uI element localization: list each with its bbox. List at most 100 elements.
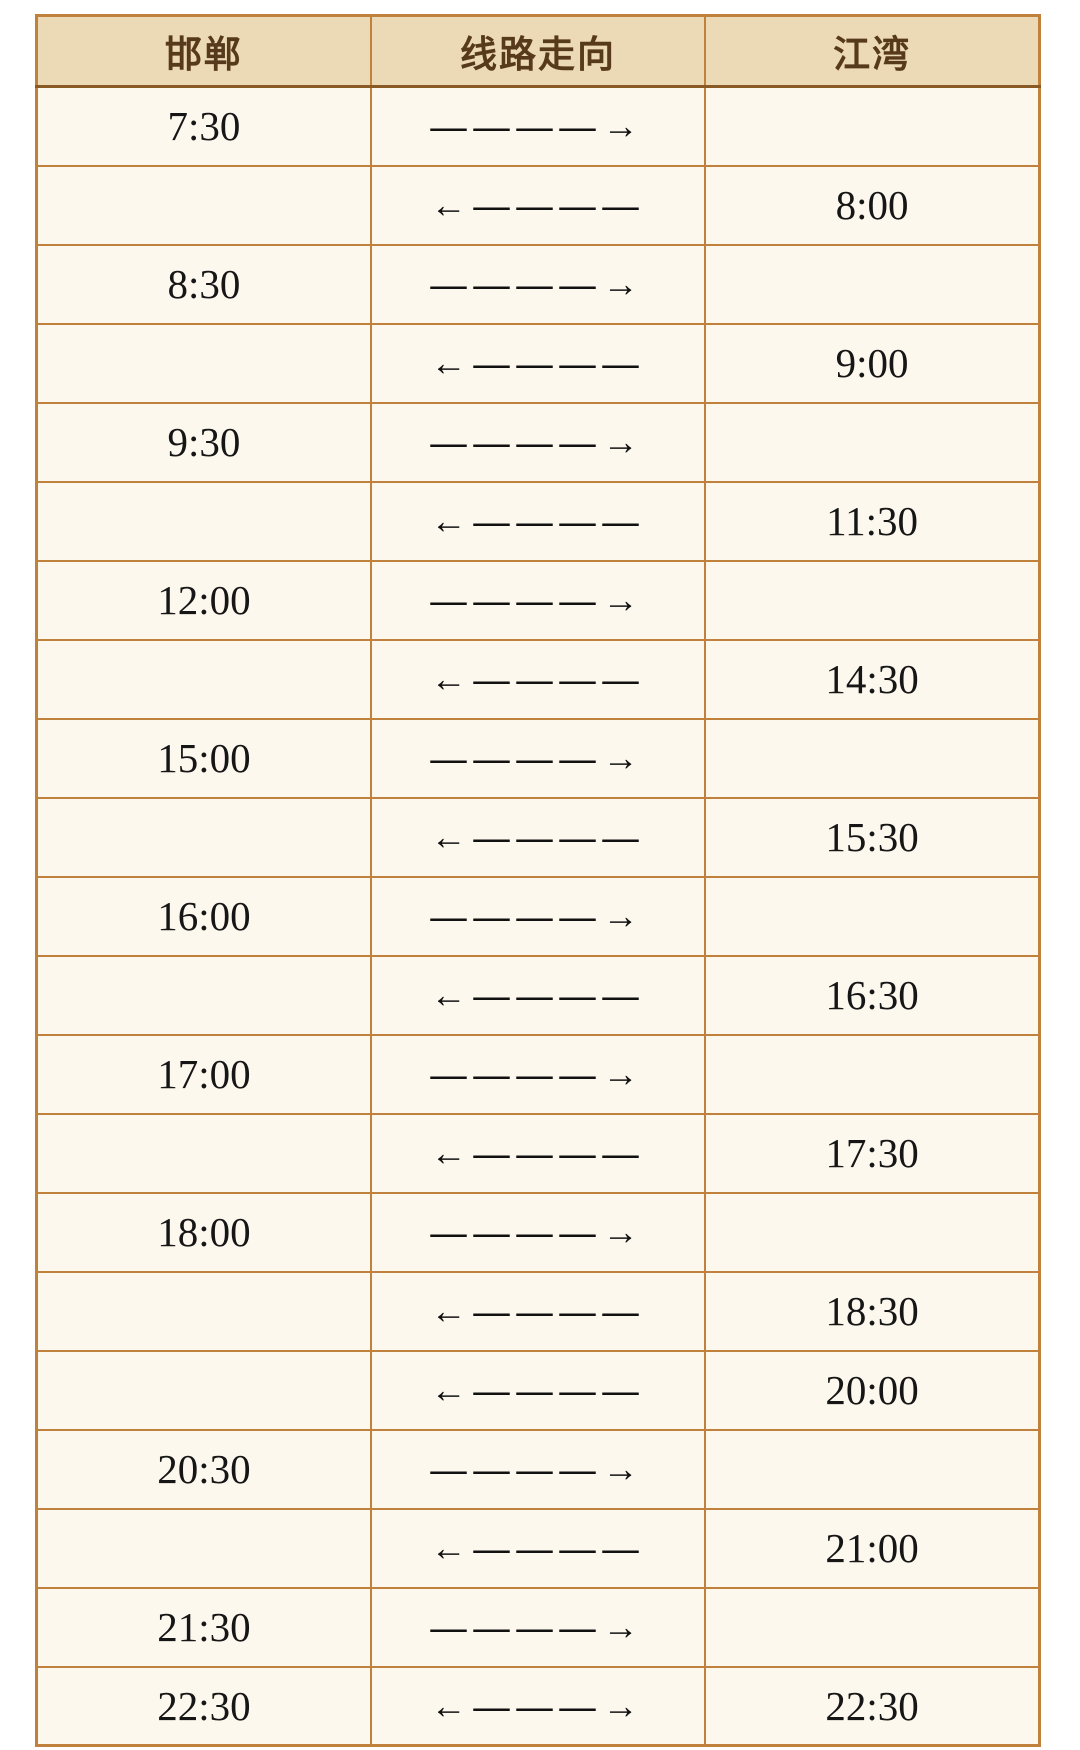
- jiangwan-time-cell: [704, 401, 1041, 483]
- handan-time-cell: 20:30: [35, 1428, 372, 1510]
- handan-time-cell: 8:30: [35, 243, 372, 325]
- jiangwan-time-cell: [704, 559, 1041, 641]
- jiangwan-time-cell: 9:00: [704, 322, 1041, 404]
- route-cell: ————→: [369, 243, 707, 325]
- arrow-left-icon: ←————: [430, 817, 646, 857]
- route-cell: ←———→: [369, 1665, 707, 1747]
- table-row: ←———— 8:00: [35, 164, 1041, 246]
- arrow-right-icon: ————→: [430, 264, 646, 304]
- arrow-right-icon: ————→: [430, 1449, 646, 1489]
- table-body: 7:30 ————→ ←———— 8:00 8:30 ————→ ←———— 9…: [35, 85, 1041, 1747]
- arrow-right-icon: ————→: [430, 1607, 646, 1647]
- route-cell: ←————: [369, 638, 707, 720]
- handan-time-cell: [35, 638, 372, 720]
- table-row: ←———— 15:30: [35, 796, 1041, 878]
- jiangwan-time-cell: [704, 875, 1041, 957]
- route-cell: ←————: [369, 954, 707, 1036]
- table-row: ←———— 21:00: [35, 1507, 1041, 1589]
- table-row: 9:30 ————→: [35, 401, 1041, 483]
- route-cell: ————→: [369, 875, 707, 957]
- route-cell: ————→: [369, 1033, 707, 1115]
- jiangwan-time-cell: [704, 1586, 1041, 1668]
- arrow-both-icon: ←———→: [430, 1685, 646, 1726]
- route-cell: ←————: [369, 1507, 707, 1589]
- arrow-left-icon: ←————: [430, 975, 646, 1015]
- jiangwan-time-cell: 15:30: [704, 796, 1041, 878]
- arrow-right-icon: ————→: [430, 580, 646, 620]
- handan-time-cell: 17:00: [35, 1033, 372, 1115]
- table-row: 16:00 ————→: [35, 875, 1041, 957]
- jiangwan-time-cell: [704, 1428, 1041, 1510]
- arrow-left-icon: ←————: [430, 1291, 646, 1331]
- table-row: 18:00 ————→: [35, 1191, 1041, 1273]
- handan-time-cell: 16:00: [35, 875, 372, 957]
- handan-time-cell: [35, 1112, 372, 1194]
- table-row: 8:30 ————→: [35, 243, 1041, 325]
- arrow-left-icon: ←————: [430, 1133, 646, 1173]
- handan-time-cell: [35, 322, 372, 404]
- arrow-left-icon: ←————: [430, 343, 646, 383]
- route-cell: ————→: [369, 1428, 707, 1510]
- route-cell: ←————: [369, 480, 707, 562]
- route-cell: ←————: [369, 796, 707, 878]
- jiangwan-time-cell: [704, 243, 1041, 325]
- table-row: ←———— 18:30: [35, 1270, 1041, 1352]
- handan-time-cell: [35, 1270, 372, 1352]
- jiangwan-time-cell: 21:00: [704, 1507, 1041, 1589]
- handan-time-cell: [35, 954, 372, 1036]
- handan-time-cell: 22:30: [35, 1665, 372, 1747]
- jiangwan-time-cell: 22:30: [704, 1665, 1041, 1747]
- table-row: 15:00 ————→: [35, 717, 1041, 799]
- jiangwan-time-cell: 14:30: [704, 638, 1041, 720]
- header-row: 邯郸 线路走向 江湾: [35, 14, 1041, 88]
- jiangwan-time-cell: 17:30: [704, 1112, 1041, 1194]
- route-cell: ————→: [369, 401, 707, 483]
- jiangwan-time-cell: 8:00: [704, 164, 1041, 246]
- arrow-left-icon: ←————: [430, 1370, 646, 1410]
- route-cell: ————→: [369, 559, 707, 641]
- table-row: ←———— 16:30: [35, 954, 1041, 1036]
- col-header-route: 线路走向: [369, 14, 707, 88]
- table-row: ←———— 20:00: [35, 1349, 1041, 1431]
- handan-time-cell: 18:00: [35, 1191, 372, 1273]
- handan-time-cell: [35, 1507, 372, 1589]
- bus-timetable: 邯郸 线路走向 江湾 7:30 ————→ ←———— 8:00 8:30 ——…: [35, 14, 1041, 1747]
- table-row: ←———— 9:00: [35, 322, 1041, 404]
- route-cell: ←————: [369, 322, 707, 404]
- jiangwan-time-cell: [704, 717, 1041, 799]
- jiangwan-time-cell: 18:30: [704, 1270, 1041, 1352]
- route-cell: ————→: [369, 717, 707, 799]
- handan-time-cell: 9:30: [35, 401, 372, 483]
- arrow-left-icon: ←————: [430, 659, 646, 699]
- arrow-left-icon: ←————: [430, 1528, 646, 1568]
- handan-time-cell: [35, 164, 372, 246]
- route-cell: ←————: [369, 164, 707, 246]
- handan-time-cell: [35, 480, 372, 562]
- route-cell: ←————: [369, 1349, 707, 1431]
- table-row: 22:30 ←———→ 22:30: [35, 1665, 1041, 1747]
- jiangwan-time-cell: [704, 1191, 1041, 1273]
- arrow-right-icon: ————→: [430, 1212, 646, 1252]
- arrow-right-icon: ————→: [430, 106, 646, 147]
- handan-time-cell: 15:00: [35, 717, 372, 799]
- table-row: 7:30 ————→: [35, 85, 1041, 167]
- table-row: 20:30 ————→: [35, 1428, 1041, 1510]
- arrow-right-icon: ————→: [430, 738, 646, 778]
- route-cell: ←————: [369, 1270, 707, 1352]
- route-cell: ————→: [369, 1191, 707, 1273]
- jiangwan-time-cell: 16:30: [704, 954, 1041, 1036]
- handan-time-cell: [35, 796, 372, 878]
- handan-time-cell: 7:30: [35, 85, 372, 167]
- route-cell: ————→: [369, 1586, 707, 1668]
- table-row: 17:00 ————→: [35, 1033, 1041, 1115]
- route-cell: ————→: [369, 85, 707, 167]
- route-cell: ←————: [369, 1112, 707, 1194]
- jiangwan-time-cell: 20:00: [704, 1349, 1041, 1431]
- arrow-left-icon: ←————: [430, 501, 646, 541]
- table-row: ←———— 11:30: [35, 480, 1041, 562]
- arrow-left-icon: ←————: [430, 185, 646, 225]
- col-header-jiangwan: 江湾: [704, 14, 1041, 88]
- arrow-right-icon: ————→: [430, 1054, 646, 1094]
- arrow-right-icon: ————→: [430, 896, 646, 936]
